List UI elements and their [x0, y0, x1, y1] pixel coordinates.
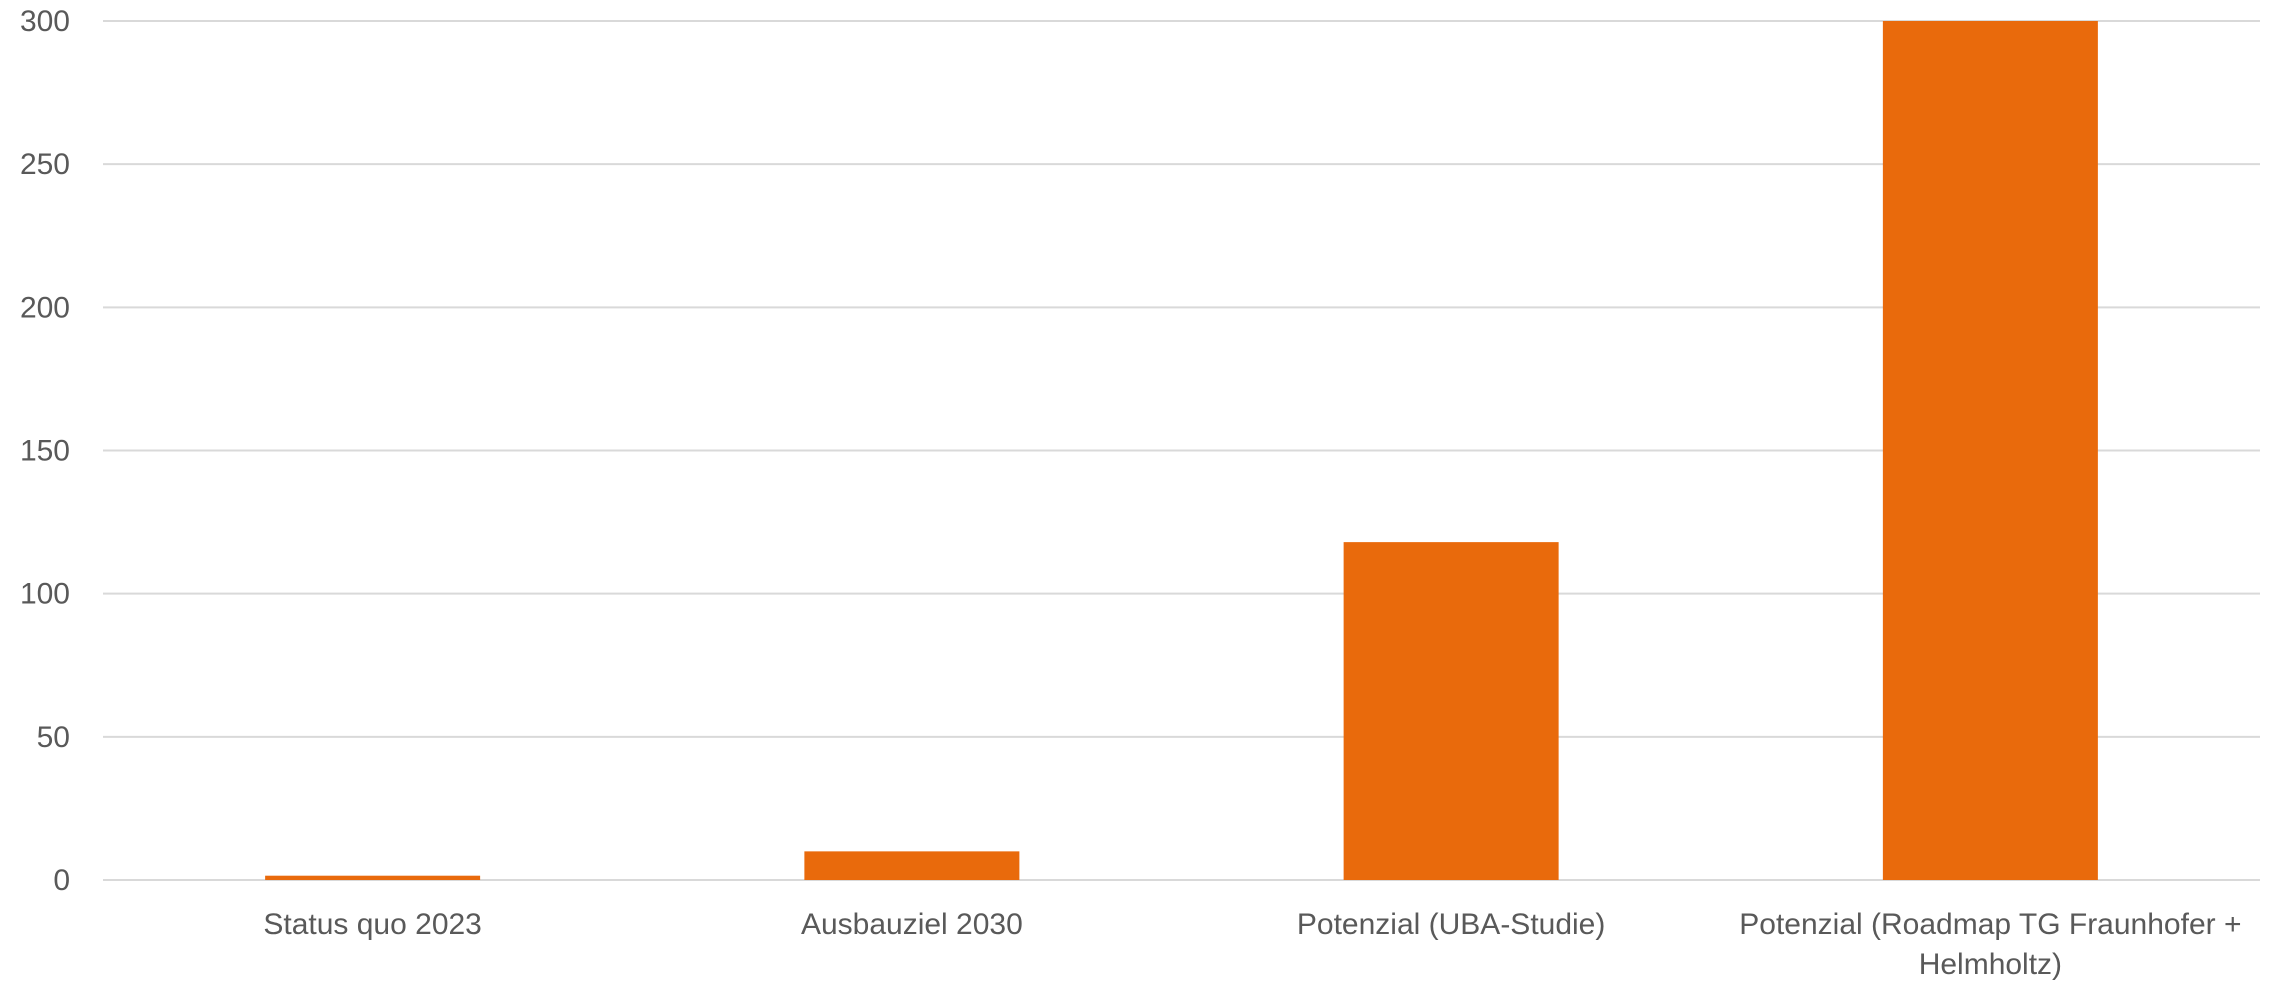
x-category-label: Potenzial (Roadmap TG Fraunhofer + Helmho… — [1739, 908, 2241, 981]
x-category-label: Potenzial (UBA-Studie) — [1297, 908, 1605, 941]
bar-2 — [804, 851, 1020, 880]
y-tick-label: 250 — [20, 148, 70, 181]
x-axis-category-labels: Status quo 2023 Ausbauziel 2030 Potenzial … — [263, 908, 2241, 981]
x-category-label-line: Potenzial (Roadmap TG Fraunhofer + — [1739, 908, 2241, 941]
y-tick-label: 0 — [53, 864, 70, 897]
y-axis-tick-labels: 0 50 100 150 200 250 300 — [20, 5, 70, 897]
x-category-label-line: Ausbauziel 2030 — [801, 908, 1023, 941]
x-category-label-line: Helmholtz) — [1919, 948, 2062, 981]
y-tick-label: 300 — [20, 5, 70, 38]
bar-3 — [1343, 542, 1559, 880]
bars — [265, 21, 2098, 880]
x-category-label-line: Status quo 2023 — [263, 908, 482, 941]
bar-4 — [1882, 21, 2098, 880]
bar-1 — [265, 875, 481, 880]
x-category-label: Status quo 2023 — [263, 908, 482, 941]
y-tick-label: 100 — [20, 578, 70, 611]
x-category-label: Ausbauziel 2030 — [801, 908, 1023, 941]
y-tick-label: 150 — [20, 435, 70, 468]
x-category-label-line: Potenzial (UBA-Studie) — [1297, 908, 1605, 941]
gridlines — [103, 20, 2260, 881]
y-tick-label: 50 — [37, 721, 70, 754]
y-tick-label: 200 — [20, 291, 70, 324]
